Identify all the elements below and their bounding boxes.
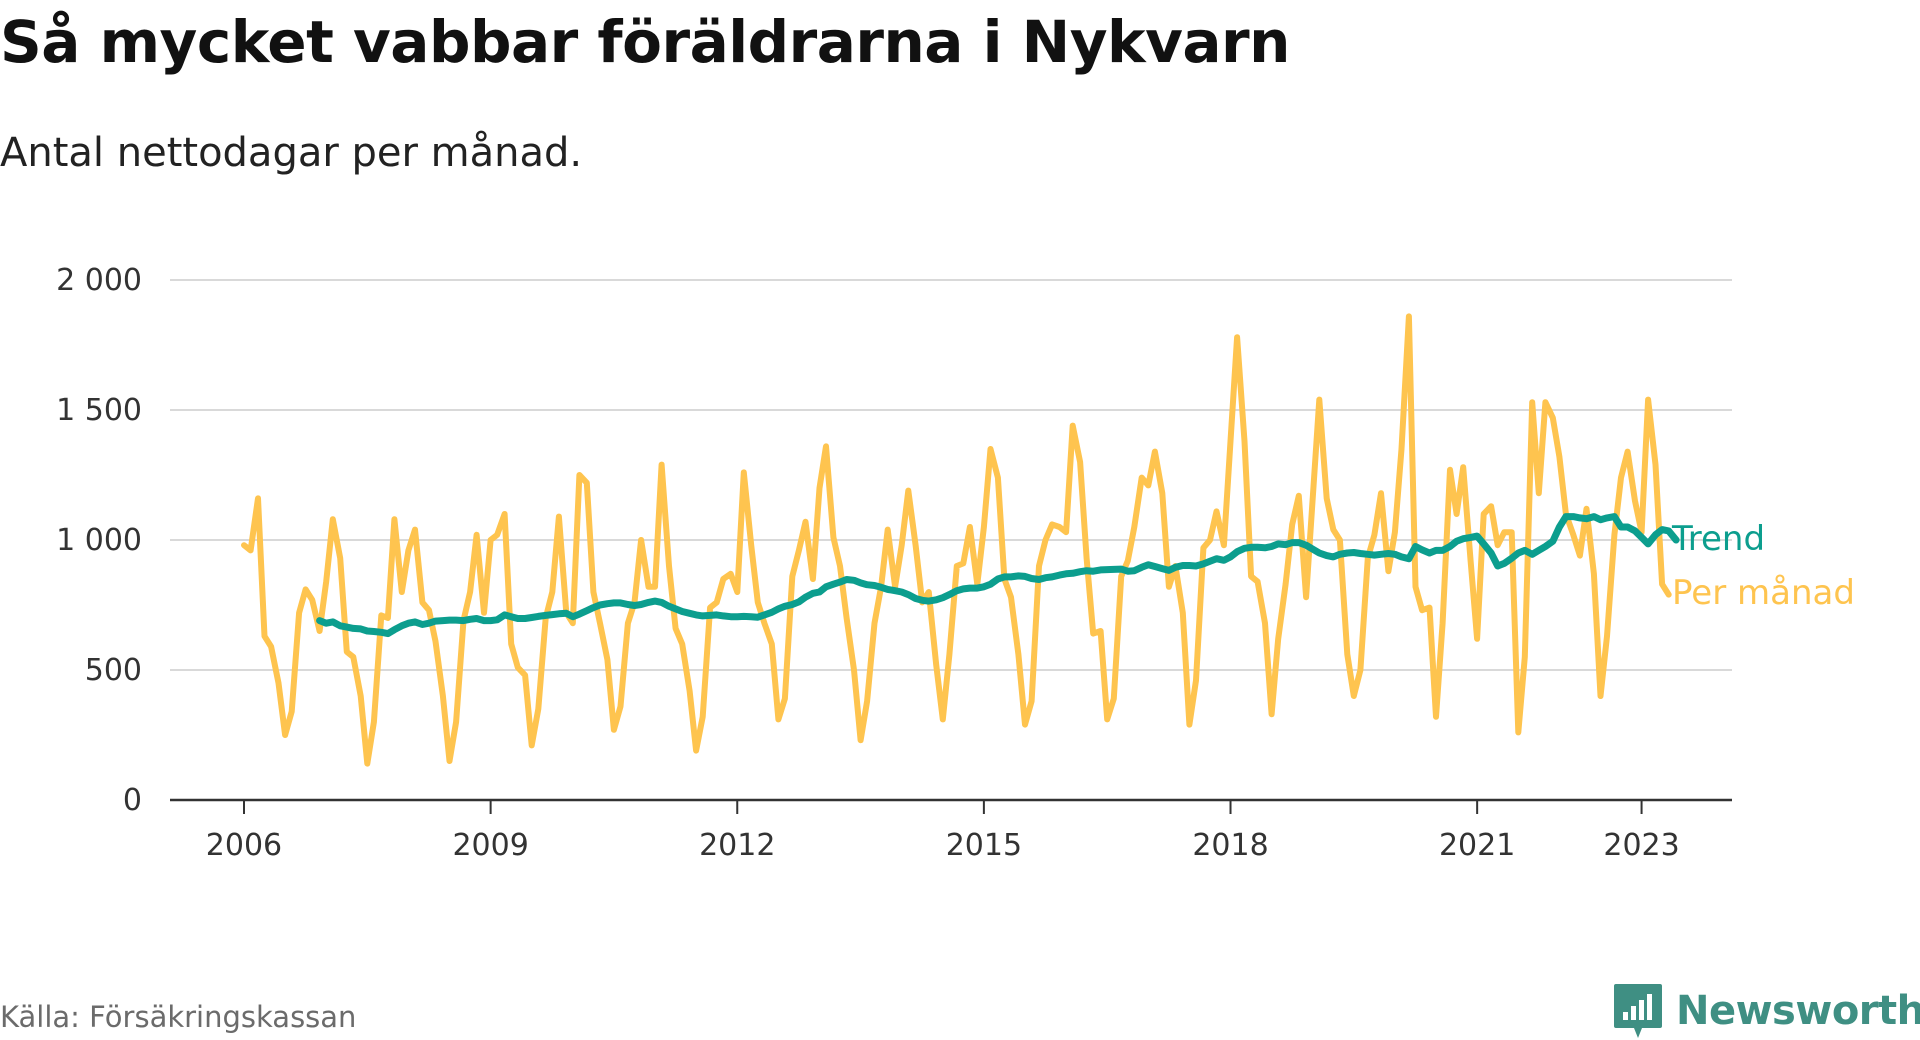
- series-line-trend: [316, 513, 1680, 638]
- series-labels: Per månad Trend: [1671, 519, 1855, 613]
- source-note: Källa: Försäkringskassan: [0, 1000, 357, 1034]
- x-tick-label: 2009: [452, 828, 528, 863]
- chart-subtitle: Antal nettodagar per månad.: [0, 130, 583, 176]
- x-tick-label: 2012: [699, 828, 775, 863]
- x-tick-label: 2023: [1603, 828, 1679, 863]
- series-lines: [241, 313, 1680, 767]
- y-tick-label: 500: [85, 653, 142, 688]
- y-tick-label: 1 500: [56, 393, 142, 428]
- series-line-per-manad: [241, 313, 1672, 767]
- x-tick-label: 2018: [1192, 828, 1268, 863]
- chart-title: Så mycket vabbar föräldrarna i Nykvarn: [0, 8, 1290, 76]
- series-label-trend: Trend: [1671, 519, 1765, 559]
- brand-name: Newsworthy: [1676, 988, 1920, 1034]
- x-tick-label: 2021: [1439, 828, 1515, 863]
- series-label-per-manad: Per månad: [1672, 573, 1855, 613]
- x-tick-label: 2015: [946, 828, 1022, 863]
- y-tick-label: 1 000: [56, 523, 142, 558]
- x-tick-label: 2006: [206, 828, 282, 863]
- y-tick-label: 2 000: [56, 263, 142, 298]
- y-tick-label: 0: [123, 783, 142, 818]
- axes: 0 500 1 000 1 500 2 000 2006 2009 2012 2015 2018 2…: [56, 263, 1732, 863]
- newsworthy-logo-icon: [1614, 984, 1662, 1038]
- brand-logo[interactable]: Newsworthy: [1612, 982, 1920, 1040]
